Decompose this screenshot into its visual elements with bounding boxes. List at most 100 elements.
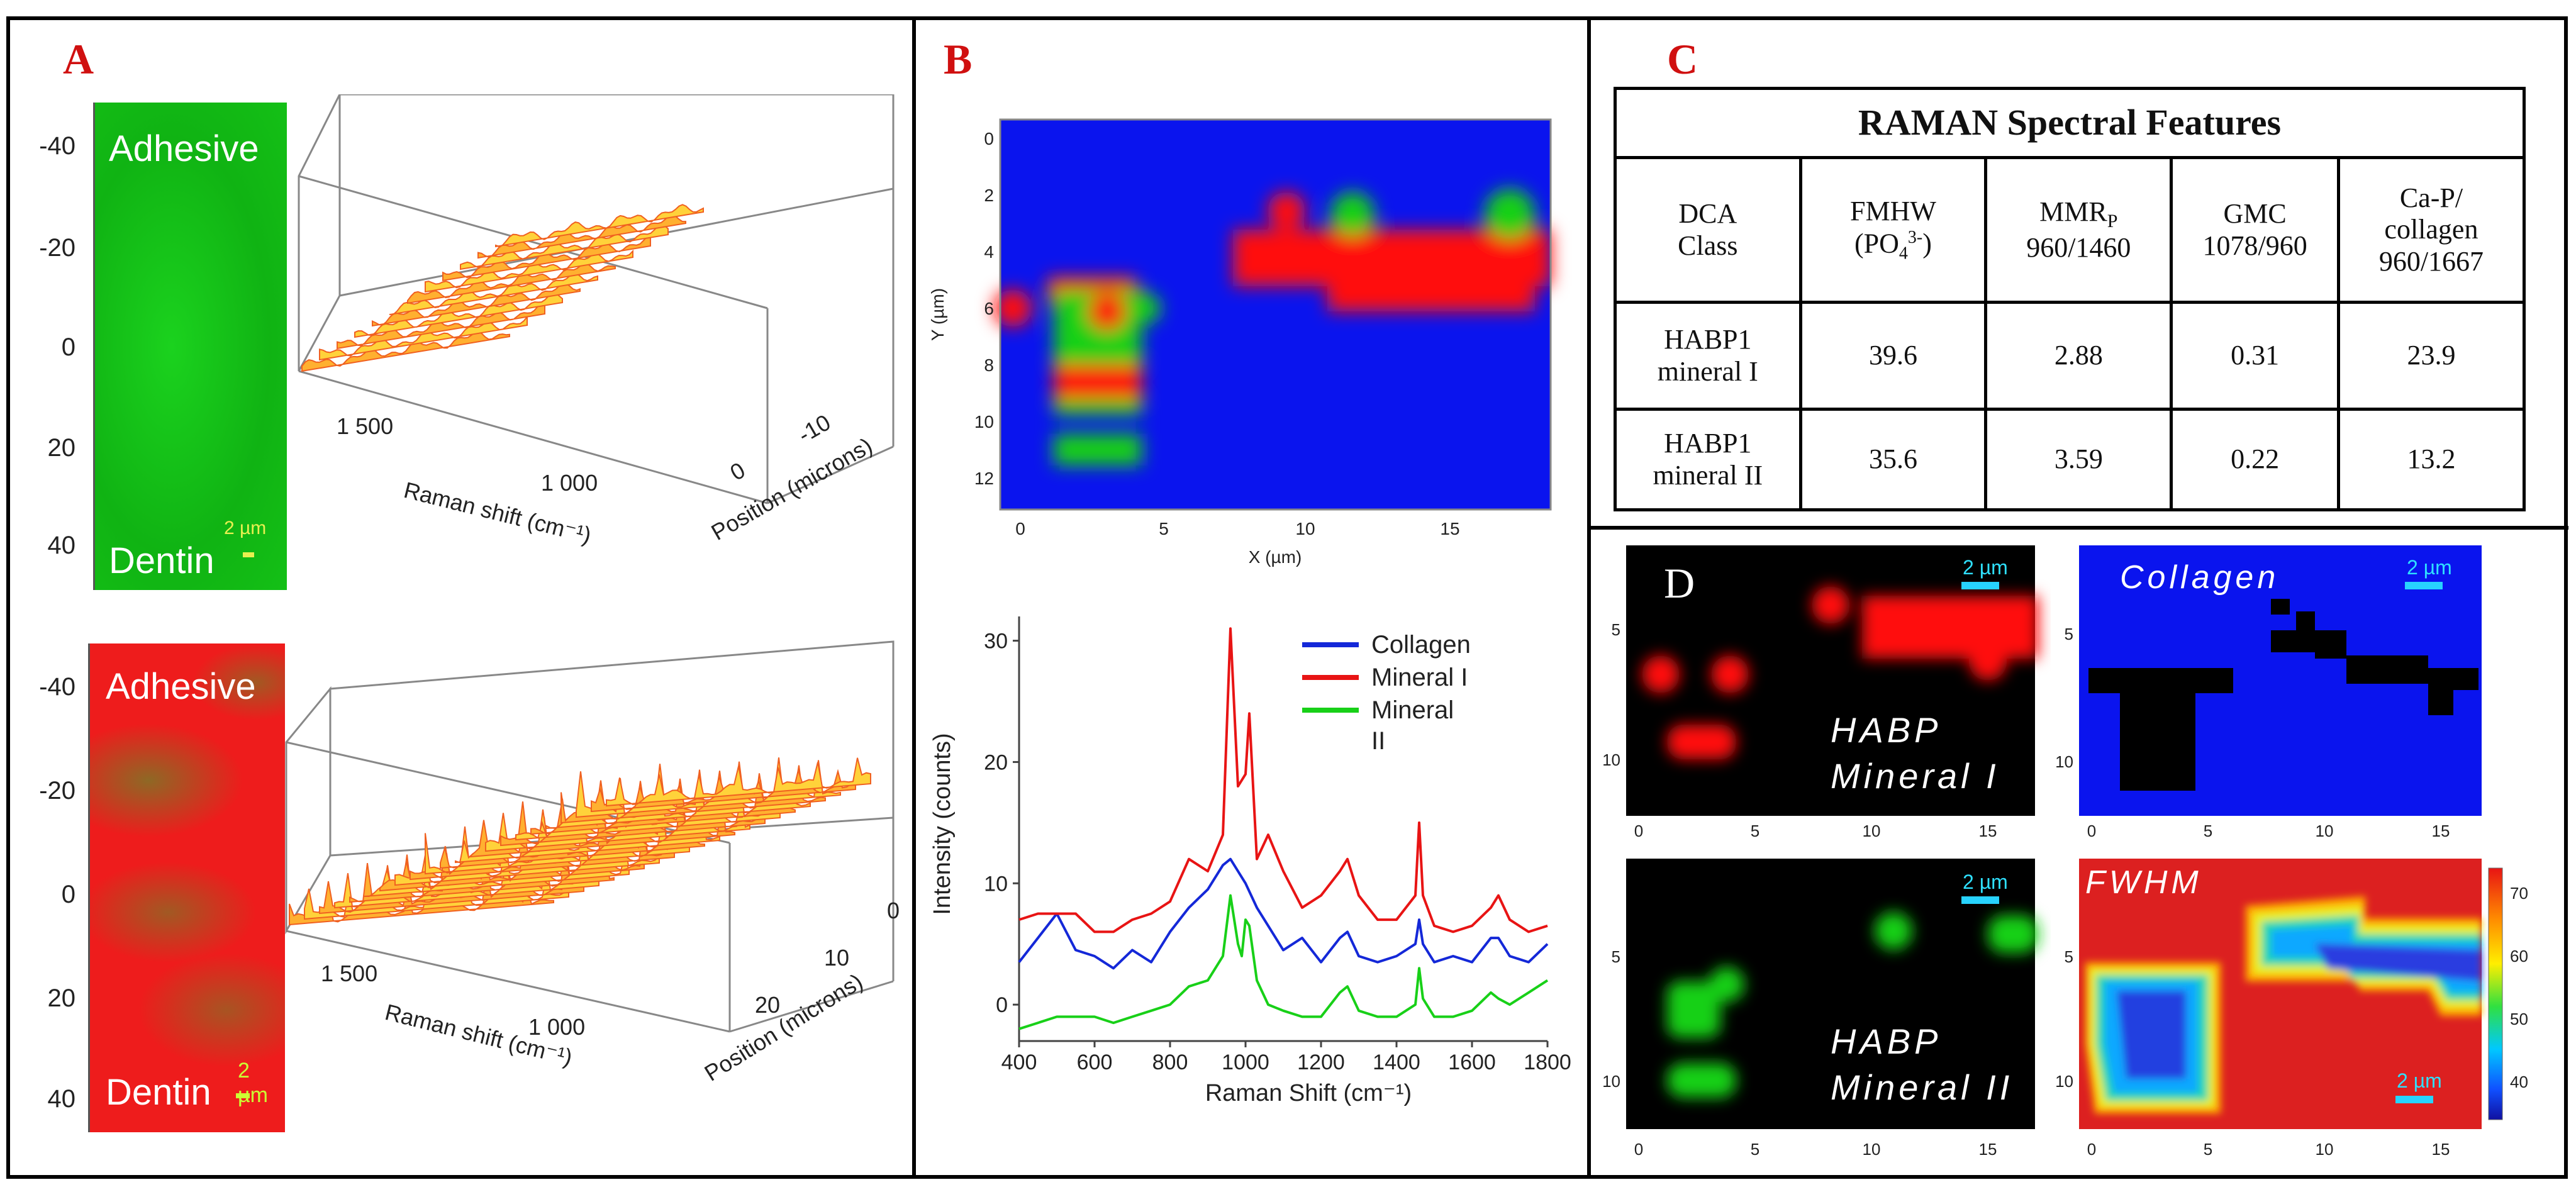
x-tick: 5: [1751, 822, 1759, 838]
panel-a-red-map: Adhesive Dentin 2 µm: [88, 643, 285, 1132]
colorbar-tick: 60: [2510, 947, 2528, 966]
y-tick: 20: [47, 984, 76, 1012]
x-tick: 10: [1863, 1140, 1881, 1157]
scale-bar: [2395, 1096, 2433, 1103]
y-tick: -40: [39, 132, 75, 160]
y-tick: 40: [47, 1085, 76, 1113]
x-tick: 10: [1863, 822, 1881, 838]
panel-label-b: B: [944, 35, 973, 83]
y-tick-label: 0: [996, 993, 1008, 1017]
x-tick: 10: [1295, 519, 1315, 538]
y-tick: 5: [1612, 947, 1620, 966]
spectrum-ridge: [442, 233, 651, 282]
divider-a-b: [912, 16, 916, 1179]
panel-label-c: C: [1667, 35, 1698, 83]
x-tick-label: 1200: [1297, 1050, 1345, 1074]
map-bottom-label: Dentin: [106, 1072, 211, 1113]
map-label: HABP Mineral I: [1831, 710, 2000, 796]
x-tick: 0: [2087, 1140, 2096, 1157]
axis-title: Position (microns): [707, 432, 877, 545]
spectrum-ridge: [606, 757, 871, 807]
spectrum-ridge: [354, 292, 563, 338]
y-tick: -40: [39, 673, 75, 701]
cell-gmc: 0.31: [2170, 301, 2340, 411]
spectrum-ridge: [477, 213, 686, 259]
spectrum-ridge: [460, 223, 669, 270]
tick-label: 1 500: [321, 961, 377, 986]
x-tick: 15: [2432, 1140, 2450, 1157]
panel-a-green-map: Adhesive Dentin 2 µm: [93, 103, 287, 590]
tick-label: 0: [726, 457, 750, 486]
scale-bar: [1961, 582, 1999, 589]
y-tick: 0: [61, 333, 75, 361]
x-tick: 0: [1634, 1140, 1643, 1157]
legend-label: Mineral: [1371, 696, 1454, 724]
series-line-collagen: [1018, 857, 1549, 970]
x-tick: 10: [2316, 1140, 2334, 1157]
cell-gmc: 0.22: [2170, 408, 2340, 511]
y-tick: 5: [2065, 947, 2073, 966]
header-dca: DCA Class: [1614, 156, 1802, 304]
panel-a-3d-plot-bottom: Raman shift (cm⁻¹) 1 500 1 000 Position …: [285, 640, 900, 1086]
table-row: HABP1 mineral II 35.6 3.59 0.22 13.2: [1614, 408, 2526, 511]
y-tick: 2: [984, 186, 994, 205]
table-row: HABP1 mineral I 39.6 2.88 0.31 23.9: [1614, 301, 2526, 411]
y-tick: 20: [47, 434, 76, 462]
series-line-mineral-ii: [1018, 894, 1549, 1030]
y-tick: 5: [2065, 625, 2073, 643]
colorbar-tick: 70: [2510, 884, 2528, 903]
scale-bar: [1961, 896, 1999, 904]
tick-label: 1 000: [528, 1014, 585, 1040]
x-tick-label: 800: [1152, 1050, 1188, 1074]
tick-label: -10: [794, 409, 835, 448]
axis-title: X (µm): [1249, 547, 1302, 567]
scale-bar: [243, 552, 254, 557]
y-tick: 4: [984, 242, 994, 262]
tick-label: 10: [824, 945, 849, 971]
x-tick-label: 1800: [1524, 1050, 1571, 1074]
panel-label-a: A: [63, 35, 94, 83]
y-tick: 0: [61, 881, 75, 908]
y-tick: 10: [1602, 1072, 1620, 1091]
cell-ca-p: 13.2: [2336, 408, 2526, 511]
y-tick: -20: [39, 777, 75, 805]
scale-label: 2 µm: [1963, 871, 2008, 893]
map-label: HABP Mineral II: [1831, 1022, 2014, 1107]
scale-bar: [236, 1093, 250, 1098]
x-tick: 0: [1634, 822, 1643, 838]
colorbar-tick: 50: [2510, 1010, 2528, 1028]
x-tick-label: 1400: [1373, 1050, 1420, 1074]
map-bottom-label: Dentin: [109, 540, 215, 581]
header-gmc: GMC 1078/960: [2170, 156, 2340, 304]
map-label: FWHM: [2085, 864, 2202, 901]
header-mmr: MMRP 960/1460: [1984, 156, 2173, 304]
table-title: RAMAN Spectral Features: [1614, 87, 2526, 159]
series-line-mineral-i: [1018, 627, 1548, 933]
legend-label: Mineral I: [1371, 664, 1468, 691]
y-tick: 10: [2055, 1072, 2073, 1091]
x-tick: 5: [2204, 1140, 2212, 1157]
x-tick: 0: [2087, 822, 2096, 838]
axis-title: Y (µm): [928, 288, 947, 341]
colorbar-tick: 40: [2510, 1072, 2528, 1091]
header-fmhw: FMHW (PO43-): [1798, 156, 1988, 304]
cell-ca-p: 23.9: [2336, 301, 2526, 411]
tick-label: 1 000: [541, 470, 598, 496]
tick-label: 1 500: [337, 413, 393, 439]
y-tick: 8: [984, 355, 994, 375]
x-tick: 5: [2204, 822, 2212, 838]
y-tick: 5: [1612, 620, 1620, 639]
spectrum-ridge: [337, 302, 545, 350]
x-tick: 15: [2432, 822, 2450, 838]
scale-bar: [2405, 582, 2443, 589]
y-tick: 6: [984, 299, 994, 318]
legend-label: II: [1371, 727, 1385, 755]
y-tick-label: 30: [984, 630, 1008, 654]
axis-title: Position (microns): [700, 968, 867, 1086]
panel-b-phase-map: 0 2 4 6 8 10 12 0 5 10 15 X (µm) Y (µm): [928, 118, 1552, 567]
y-tick-label: 10: [984, 872, 1008, 896]
x-tick: 15: [1979, 822, 1997, 838]
y-tick: 10: [2055, 752, 2073, 771]
figure-frame: [6, 16, 2568, 1179]
tick-label: 20: [755, 992, 780, 1018]
